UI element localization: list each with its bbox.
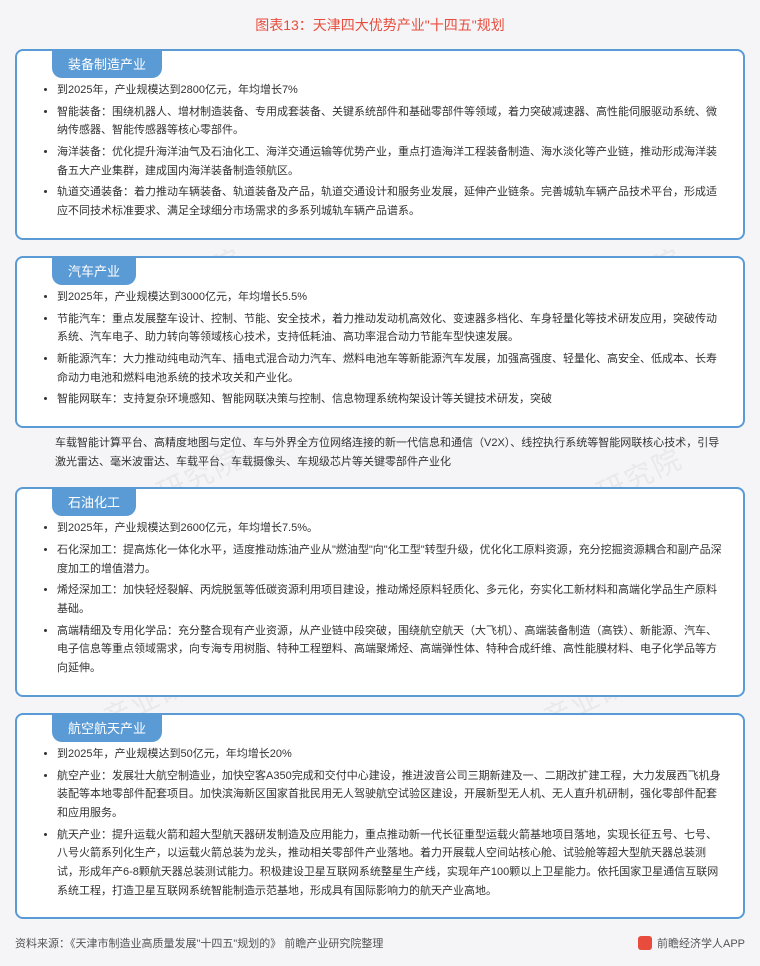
bullet-item: 烯烃深加工：加快轻烃裂解、丙烷脱氢等低碳资源利用项目建设，推动烯烃原料轻质化、多…	[57, 581, 725, 618]
bullet-item: 海洋装备：优化提升海洋油气及石油化工、海洋交通运输等优势产业，重点打造海洋工程装…	[57, 143, 725, 180]
bullet-list: 到2025年，产业规模达到2800亿元，年均增长7% 智能装备：围绕机器人、增材…	[35, 81, 725, 221]
bullet-item: 新能源汽车：大力推动纯电动汽车、插电式混合动力汽车、燃料电池车等新能源汽车发展，…	[57, 350, 725, 387]
bullet-item: 智能网联车：支持复杂环境感知、智能网联决策与控制、信息物理系统构架设计等关键技术…	[57, 390, 725, 409]
source-citation: 资料来源：《天津市制造业高质量发展"十四五"规划的》 前瞻产业研究院整理	[15, 935, 383, 951]
card-tab: 汽车产业	[52, 256, 136, 285]
bullet-item: 轨道交通装备：着力推动车辆装备、轨道装备及产品，轨道交通设计和服务业发展，延伸产…	[57, 183, 725, 220]
bullet-item: 高端精细及专用化学品：充分整合现有产业资源，从产业链中段突破，围绕航空航天（大飞…	[57, 622, 725, 678]
card-tab: 石油化工	[52, 487, 136, 516]
card-automobile: 汽车产业 到2025年，产业规模达到3000亿元，年均增长5.5% 节能汽车：重…	[15, 256, 745, 428]
bullet-item: 航空产业：发展壮大航空制造业，加快空客A350完成和交付中心建设，推进波音公司三…	[57, 767, 725, 823]
card-equipment-manufacturing: 装备制造产业 到2025年，产业规模达到2800亿元，年均增长7% 智能装备：围…	[15, 49, 745, 240]
card-petrochemical: 石油化工 到2025年，产业规模达到2600亿元，年均增长7.5%。 石化深加工…	[15, 487, 745, 697]
source-line: 资料来源：《天津市制造业高质量发展"十四五"规划的》 前瞻产业研究院整理 前瞻经…	[15, 935, 745, 951]
bullet-item: 到2025年，产业规模达到3000亿元，年均增长5.5%	[57, 288, 725, 307]
page-title: 图表13：天津四大优势产业"十四五"规划	[15, 15, 745, 35]
bullet-item: 到2025年，产业规模达到50亿元，年均增长20%	[57, 745, 725, 764]
bullet-item: 到2025年，产业规模达到2800亿元，年均增长7%	[57, 81, 725, 100]
bullet-list: 到2025年，产业规模达到2600亿元，年均增长7.5%。 石化深加工：提高炼化…	[35, 519, 725, 678]
bullet-item: 节能汽车：重点发展整车设计、控制、节能、安全技术，着力推动发动机高效化、变速器多…	[57, 310, 725, 347]
source-app-label: 前瞻经济学人APP	[638, 935, 745, 951]
bullet-list: 到2025年，产业规模达到50亿元，年均增长20% 航空产业：发展壮大航空制造业…	[35, 745, 725, 901]
bullet-item: 到2025年，产业规模达到2600亿元，年均增长7.5%。	[57, 519, 725, 538]
card-aerospace: 航空航天产业 到2025年，产业规模达到50亿元，年均增长20% 航空产业：发展…	[15, 713, 745, 920]
bullet-list: 到2025年，产业规模达到3000亿元，年均增长5.5% 节能汽车：重点发展整车…	[35, 288, 725, 409]
card-tab: 装备制造产业	[52, 49, 162, 78]
bullet-item: 智能装备：围绕机器人、增材制造装备、专用成套装备、关键系统部件和基础零部件等领域…	[57, 103, 725, 140]
card-tab: 航空航天产业	[52, 713, 162, 742]
bullet-item: 石化深加工：提高炼化一体化水平，适度推动炼油产业从"燃油型"向"化工型"转型升级…	[57, 541, 725, 578]
overflow-paragraph: 车载智能计算平台、高精度地图与定位、车与外界全方位网络连接的新一代信息和通信（V…	[15, 434, 745, 471]
